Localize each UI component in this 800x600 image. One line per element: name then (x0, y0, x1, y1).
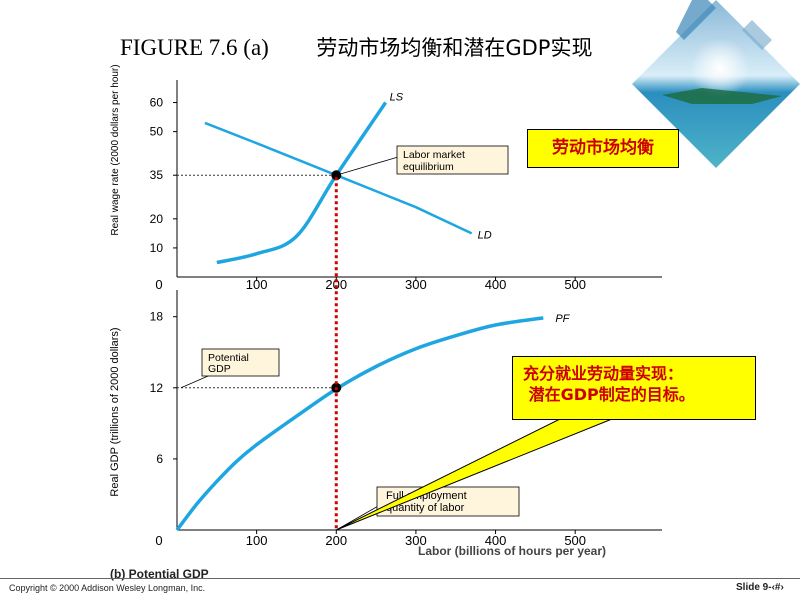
y-tick-label: 60 (150, 96, 164, 110)
full-employment-label-line2: quantity of labor (386, 502, 465, 514)
x-tick-label: 100 (246, 533, 268, 548)
ocean-photo-decoration (632, 0, 800, 168)
x-tick-label: 400 (485, 277, 507, 292)
x-tick-label: 100 (246, 277, 268, 292)
ls-label: LS (390, 92, 404, 104)
y-tick-label: 18 (150, 310, 164, 324)
x-tick-label: 500 (564, 277, 586, 292)
equilibrium-leader (336, 156, 399, 176)
y-tick-label: 10 (150, 241, 164, 255)
labor-market-chart: 100 200 300 400 500 10 20 35 50 60 0 Real wage rate… (110, 64, 662, 292)
origin-label: 0 (155, 533, 162, 548)
labor-supply-curve (216, 101, 388, 265)
origin-label: 0 (155, 277, 162, 292)
potential-gdp-label-box (201, 348, 280, 377)
y-tick-label: 50 (150, 125, 164, 139)
equilibrium-label-line1: Labor market (403, 149, 465, 161)
pf-label: PF (555, 313, 570, 325)
y-axis-label: Real GDP (trillions of 2000 dollars) (109, 327, 121, 496)
x-tick-label: 200 (325, 277, 347, 292)
potential-gdp-chart: 100 200 300 400 500 6 12 18 0 Real GDP (trillions… (109, 290, 662, 581)
footer-divider (0, 578, 800, 579)
y-axis-label: Real wage rate (2000 dollars per hour) (110, 64, 121, 235)
y-tick-label: 20 (150, 212, 164, 226)
y-tick-label: 35 (150, 168, 164, 182)
figure-label: FIGURE 7.6 (a) (120, 35, 269, 60)
x-tick-label: 500 (564, 533, 586, 548)
x-tick-label: 300 (405, 277, 427, 292)
slide-title: FIGURE 7.6 (a) 劳动市场均衡和潜在GDP实现 (120, 32, 592, 62)
y-tick-label: 12 (150, 381, 164, 395)
figure-heading: 劳动市场均衡和潜在GDP实现 (316, 36, 593, 60)
x-axis-label: Labor (billions of hours per year) (418, 544, 606, 558)
equilibrium-label-line2: equilibrium (403, 161, 454, 173)
ld-label: LD (478, 229, 492, 241)
labor-supply-points (217, 103, 386, 263)
x-tick-label: 400 (485, 533, 507, 548)
slide-number: Slide 9-‹#› (736, 582, 784, 593)
x-tick-label: 300 (405, 533, 427, 548)
production-function-curve (175, 316, 544, 532)
full-employment-callout-line2: 潜在GDP制定的目标。 (523, 385, 695, 404)
panel-b-title: (b) Potential GDP (110, 567, 209, 581)
y-tick-label: 6 (156, 452, 163, 466)
copyright-text: Copyright © 2000 Addison Wesley Longman,… (9, 583, 206, 593)
full-employment-callout-line1: 充分就业劳动量实现： (523, 364, 684, 383)
potential-gdp-label-line2: GDP (208, 363, 231, 375)
x-tick-label: 200 (325, 533, 347, 548)
equilibrium-callout: 劳动市场均衡 (527, 129, 679, 168)
equilibrium-label-box (396, 145, 509, 175)
potential-gdp-label-line1: Potential (208, 352, 249, 364)
full-employment-callout: 充分就业劳动量实现： 潜在GDP制定的目标。 (512, 356, 756, 420)
